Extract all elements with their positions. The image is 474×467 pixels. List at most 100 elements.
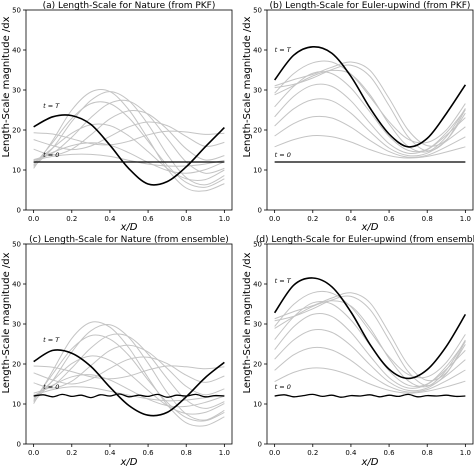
panel-d-ytick-label-2: 20 [253, 361, 262, 369]
panel-a-plot-area [33, 89, 225, 192]
panel-d-ytick-label-5: 50 [253, 241, 262, 249]
panel-c-ytick-label-3: 30 [12, 321, 21, 329]
figure-xlabel-bottom-left: x/D [120, 457, 138, 467]
panel-a-intermediate-line-7 [33, 99, 225, 174]
panel-c-intermediate-line-4 [33, 334, 225, 422]
panel-c-intermediate-line-8 [33, 344, 225, 396]
panel-a-ytick-label-0: 0 [17, 207, 21, 215]
panel-c-xtick-label-4: 0.8 [181, 449, 192, 457]
panel-c-intermediate-line-7 [33, 333, 225, 409]
panel-b-intermediate-line-8 [274, 61, 466, 147]
panel-c-intermediate-line-10 [33, 365, 225, 380]
figure-ylabel-right-bottom: Length-Scale magnitude /dx [242, 252, 253, 393]
panel-d-ytick-label-4: 40 [253, 281, 262, 289]
panel-b-plot-area [273, 45, 467, 163]
panel-d-final-line [273, 277, 467, 380]
panel-b-ytick-label-3: 30 [253, 87, 262, 95]
panel-d-initial-line [274, 393, 466, 398]
panel-b-xtick-label-3: 0.6 [384, 215, 396, 223]
figure-ylabel-right-top: Length-Scale magnitude /dx [242, 16, 253, 157]
panel-c-intermediate-line-1 [33, 386, 225, 402]
panel-a-ytick-label-2: 20 [12, 127, 21, 135]
figure-xlabel-bottom-right: x/D [361, 457, 379, 467]
panel-d-xtick-label-0: 0.0 [269, 449, 280, 457]
panel-c-ytick-label-4: 40 [12, 281, 21, 289]
panel-d-annotation-1: t = T [275, 277, 292, 285]
panel-d-plot-area [273, 277, 467, 398]
panel-a-annotation-2: t = 0 [43, 151, 59, 159]
panel-b-final-line [273, 45, 467, 148]
panel-d-xtick-label-5: 1.0 [460, 449, 471, 457]
panel-c-ytick-label-2: 20 [12, 361, 21, 369]
panel-b-frame [266, 9, 474, 211]
panel-a-intermediate-line-8 [33, 110, 225, 161]
panel-c-ytick-label-5: 50 [12, 241, 21, 249]
panel-b: (b) Length-Scale for Euler-upwind (from … [253, 1, 474, 223]
panel-c-annotation-2: t = 0 [43, 383, 59, 391]
panel-a-intermediate-line-2 [33, 142, 225, 174]
panel-c-intermediate-line-9 [33, 356, 225, 385]
panel-c: (c) Length-Scale for Nature (from ensemb… [12, 235, 233, 457]
panel-a-intermediate-line-10 [33, 130, 225, 146]
panel-a-annotation-1: t = T [43, 102, 60, 110]
panel-b-title: (b) Length-Scale for Euler-upwind (from … [270, 1, 471, 11]
panel-b-ytick-label-1: 10 [253, 167, 262, 175]
panel-b-intermediate-line-1 [274, 134, 466, 159]
panel-a-xtick-label-2: 0.4 [104, 215, 116, 223]
panel-d-ytick-label-3: 30 [253, 321, 262, 329]
panel-a-xtick-label-3: 0.6 [143, 215, 155, 223]
panel-d: (d) Length-Scale for Euler-upwind (from … [253, 235, 474, 457]
panel-a-intermediate-line-5 [33, 89, 225, 192]
panel-a-xtick-label-1: 0.2 [66, 215, 77, 223]
panel-c-initial-line [33, 393, 225, 399]
panel-b-intermediate-line-5 [274, 71, 466, 153]
panel-a: (a) Length-Scale for Nature (from PKF) t … [12, 1, 233, 223]
panel-c-annotation-1: t = T [43, 336, 60, 344]
panel-a-intermediate-line-4 [33, 101, 225, 188]
panel-a-xtick-label-5: 1.0 [219, 215, 230, 223]
panel-b-annotation-2: t = 0 [275, 151, 291, 159]
panel-c-ytick-label-0: 0 [17, 441, 21, 449]
panel-d-intermediate-line-6 [274, 300, 466, 388]
panel-b-xtick-label-4: 0.8 [422, 215, 433, 223]
panel-d-ytick-label-1: 10 [253, 401, 262, 409]
panel-b-xtick-label-5: 1.0 [460, 215, 471, 223]
panel-a-ytick-label-5: 50 [12, 7, 21, 15]
panel-a-intermediate-line-9 [33, 121, 225, 151]
panel-b-xtick-label-1: 0.2 [307, 215, 318, 223]
panel-b-xtick-label-0: 0.0 [269, 215, 280, 223]
panel-a-xtick-label-0: 0.0 [28, 215, 39, 223]
panel-d-title: (d) Length-Scale for Euler-upwind (from … [256, 235, 474, 245]
panel-d-annotation-2: t = 0 [275, 383, 291, 391]
panel-a-ytick-label-3: 30 [12, 87, 21, 95]
panel-a-intermediate-line-6 [33, 91, 225, 186]
panel-d-intermediate-line-9 [274, 290, 466, 379]
panel-b-ytick-label-0: 0 [258, 207, 262, 215]
panel-c-xtick-label-5: 1.0 [219, 449, 230, 457]
panel-c-title: (c) Length-Scale for Nature (from ensemb… [29, 235, 229, 245]
panel-b-xtick-label-2: 0.4 [345, 215, 357, 223]
panel-c-intermediate-line-5 [33, 321, 225, 427]
panel-a-final-line [33, 114, 225, 186]
panel-d-intermediate-line-8 [274, 292, 466, 382]
panel-a-ytick-label-1: 10 [12, 167, 21, 175]
panel-d-ytick-label-0: 0 [258, 441, 262, 449]
panel-d-intermediate-line-1 [274, 367, 466, 394]
panel-d-intermediate-line-7 [274, 295, 466, 387]
panel-b-intermediate-line-6 [274, 69, 466, 153]
panel-d-frame [266, 243, 474, 445]
figure-xlabel-top-left: x/D [120, 222, 138, 233]
panel-c-xtick-label-1: 0.2 [66, 449, 77, 457]
figure-xlabel-top-right: x/D [361, 222, 379, 233]
panel-b-ytick-label-4: 40 [253, 47, 262, 55]
panel-c-ytick-label-1: 10 [12, 401, 21, 409]
panel-d-xtick-label-3: 0.6 [384, 449, 396, 457]
panel-a-title: (a) Length-Scale for Nature (from PKF) [43, 1, 216, 11]
panel-c-intermediate-line-6 [33, 324, 225, 421]
panel-d-xtick-label-2: 0.4 [345, 449, 357, 457]
panel-b-ytick-label-2: 20 [253, 127, 262, 135]
panel-b-intermediate-line-7 [274, 64, 466, 152]
panel-a-frame [25, 9, 233, 211]
panel-c-xtick-label-2: 0.4 [104, 449, 116, 457]
